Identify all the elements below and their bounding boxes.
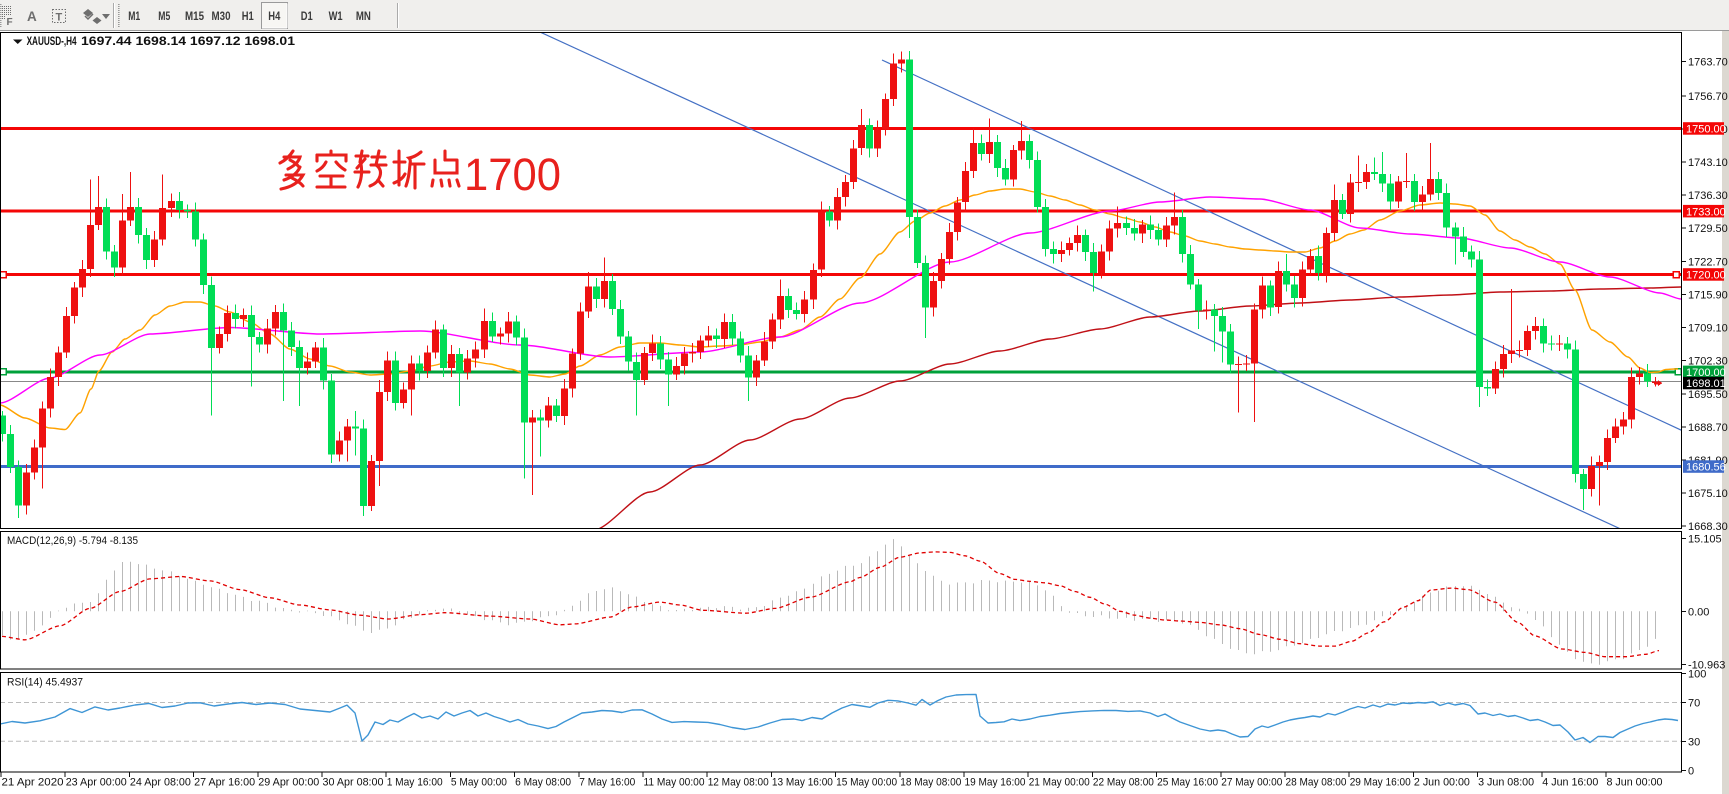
svg-text:3 Jun 08:00: 3 Jun 08:00 [1478, 777, 1534, 789]
svg-text:29 May 16:00: 29 May 16:00 [1350, 777, 1411, 789]
svg-text:1698.01: 1698.01 [1686, 378, 1726, 390]
svg-text:27 May 00:00: 27 May 00:00 [1221, 777, 1282, 789]
svg-text:100: 100 [1688, 668, 1706, 680]
svg-text:6 May 08:00: 6 May 08:00 [515, 777, 571, 789]
svg-text:12 May 08:00: 12 May 08:00 [708, 777, 769, 789]
svg-text:2 Jun 00:00: 2 Jun 00:00 [1414, 777, 1470, 789]
svg-text:RSI(14) 45.4937: RSI(14) 45.4937 [7, 677, 83, 689]
svg-text:1756.70: 1756.70 [1688, 91, 1728, 103]
svg-text:30: 30 [1688, 736, 1700, 748]
svg-text:1688.70: 1688.70 [1688, 422, 1728, 434]
svg-text:1763.70: 1763.70 [1688, 57, 1728, 69]
svg-text:H1: H1 [242, 11, 254, 23]
svg-text:21 May 00:00: 21 May 00:00 [1029, 777, 1090, 789]
svg-text:28 May 08:00: 28 May 08:00 [1286, 777, 1347, 789]
svg-text:0.00: 0.00 [1688, 606, 1709, 618]
svg-text:30 Apr 08:00: 30 Apr 08:00 [323, 777, 384, 789]
svg-text:1736.30: 1736.30 [1688, 190, 1728, 202]
svg-text:1695.50: 1695.50 [1688, 389, 1728, 401]
svg-text:M30: M30 [212, 11, 231, 23]
svg-text:4 Jun 16:00: 4 Jun 16:00 [1542, 777, 1598, 789]
svg-text:18 May 08:00: 18 May 08:00 [900, 777, 961, 789]
svg-text:0: 0 [1688, 765, 1694, 777]
svg-text:8 Jun 00:00: 8 Jun 00:00 [1607, 777, 1663, 789]
svg-text:MACD(12,26,9) -5.794 -8.135: MACD(12,26,9) -5.794 -8.135 [7, 535, 138, 547]
svg-text:1 May 16:00: 1 May 16:00 [387, 777, 443, 789]
svg-text:23 Apr 00:00: 23 Apr 00:00 [66, 777, 127, 789]
svg-text:29 Apr 00:00: 29 Apr 00:00 [258, 777, 319, 789]
svg-text:T: T [56, 12, 63, 24]
svg-text:1720.00: 1720.00 [1686, 270, 1726, 282]
svg-text:D1: D1 [301, 11, 313, 23]
svg-text:7 May 16:00: 7 May 16:00 [579, 777, 635, 789]
svg-text:M5: M5 [158, 11, 170, 23]
svg-text:A: A [27, 9, 37, 24]
svg-text:1722.70: 1722.70 [1688, 256, 1728, 268]
svg-text:1715.90: 1715.90 [1688, 289, 1728, 301]
svg-text:70: 70 [1688, 698, 1700, 710]
svg-text:F: F [7, 17, 13, 28]
svg-text:13 May 16:00: 13 May 16:00 [772, 777, 833, 789]
svg-text:1700.00: 1700.00 [1686, 367, 1726, 379]
svg-text:1680.56: 1680.56 [1686, 462, 1726, 474]
svg-text:MN: MN [356, 11, 371, 23]
svg-text:15.105: 15.105 [1688, 533, 1722, 545]
svg-text:M15: M15 [185, 11, 205, 23]
svg-text:H4: H4 [268, 11, 280, 23]
svg-text:5 May 00:00: 5 May 00:00 [451, 777, 507, 789]
svg-text:21 Apr 2020: 21 Apr 2020 [2, 777, 64, 789]
svg-text:11 May 00:00: 11 May 00:00 [644, 777, 705, 789]
svg-text:M1: M1 [128, 11, 140, 23]
svg-text:1700: 1700 [464, 149, 561, 200]
svg-text:XAUUSD-,H4: XAUUSD-,H4 [27, 36, 77, 48]
svg-text:19 May 16:00: 19 May 16:00 [965, 777, 1026, 789]
svg-text:-10.963: -10.963 [1688, 659, 1725, 671]
svg-text:15 May 00:00: 15 May 00:00 [836, 777, 897, 789]
svg-text:1668.30: 1668.30 [1688, 521, 1728, 533]
svg-text:1733.00: 1733.00 [1686, 206, 1726, 218]
svg-text:1743.10: 1743.10 [1688, 157, 1728, 169]
svg-text:22 May 08:00: 22 May 08:00 [1093, 777, 1154, 789]
svg-text:1702.30: 1702.30 [1688, 356, 1728, 368]
svg-text:27 Apr 16:00: 27 Apr 16:00 [194, 777, 255, 789]
svg-text:1675.10: 1675.10 [1688, 488, 1728, 500]
svg-text:W1: W1 [329, 11, 343, 23]
svg-text:24 Apr 08:00: 24 Apr 08:00 [130, 777, 191, 789]
svg-text:1729.50: 1729.50 [1688, 223, 1728, 235]
svg-text:1709.10: 1709.10 [1688, 323, 1728, 335]
svg-text:1697.44 1698.14 1697.12 1698.0: 1697.44 1698.14 1697.12 1698.01 [81, 36, 296, 48]
svg-text:1750.00: 1750.00 [1686, 124, 1726, 136]
svg-text:25 May 16:00: 25 May 16:00 [1157, 777, 1218, 789]
